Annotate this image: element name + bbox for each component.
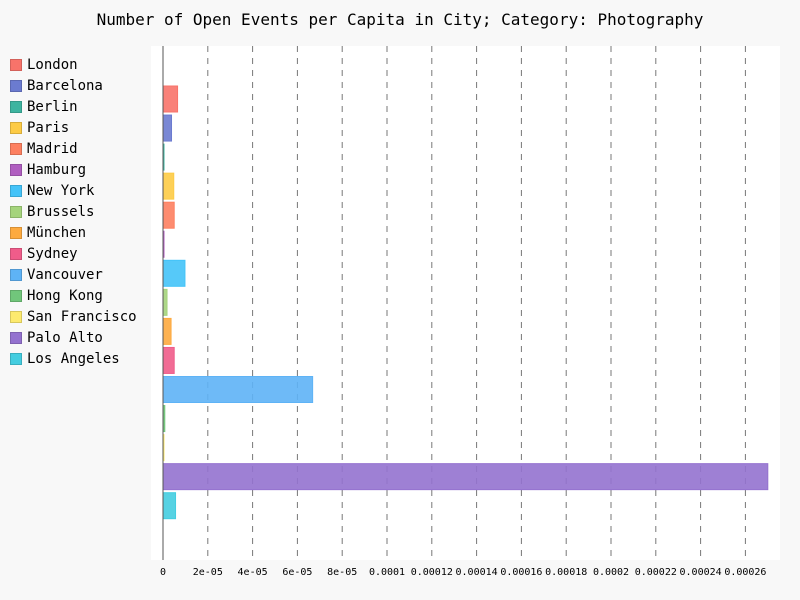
legend-item[interactable]: Brussels — [10, 201, 148, 222]
chart-title: Number of Open Events per Capita in City… — [96, 10, 704, 29]
bar-brussels[interactable] — [162, 288, 168, 316]
x-tick-label: 0.0001 — [369, 567, 405, 578]
x-tick-label: 0.00012 — [411, 567, 453, 578]
legend-label: München — [27, 224, 87, 241]
legend-swatch — [10, 58, 22, 71]
bar-barcelona[interactable] — [162, 114, 173, 142]
legend-item[interactable]: Hong Kong — [10, 285, 148, 306]
legend-label: Sydney — [27, 245, 78, 262]
legend-swatch — [10, 100, 22, 113]
legend-item[interactable]: Palo Alto — [10, 327, 148, 348]
legend-swatch — [10, 163, 22, 176]
legend-swatch — [10, 289, 22, 302]
legend-label: Brussels — [27, 203, 95, 220]
x-tick-label: 0.00022 — [635, 567, 677, 578]
x-tick-label: 0.00014 — [456, 567, 498, 578]
legend-label: Palo Alto — [27, 329, 103, 346]
x-tick-label: 4e-05 — [238, 567, 268, 578]
bar-sydney[interactable] — [162, 346, 175, 374]
legend-label: Barcelona — [27, 77, 103, 94]
legend-item[interactable]: Hamburg — [10, 159, 148, 180]
legend-item[interactable]: Sydney — [10, 243, 148, 264]
legend-swatch — [10, 142, 22, 155]
legend: London Barcelona Berlin Paris Madrid Hamburg N… — [10, 54, 148, 369]
legend-swatch — [10, 310, 22, 323]
legend-label: London — [27, 56, 78, 73]
x-tick-label: 8e-05 — [327, 567, 357, 578]
bar-paris[interactable] — [162, 172, 175, 200]
x-tick-label: 0 — [160, 567, 166, 578]
bar-madrid[interactable] — [162, 201, 175, 229]
legend-swatch — [10, 247, 22, 260]
bar-palo-alto[interactable] — [162, 463, 769, 491]
bar-new-york[interactable] — [162, 259, 186, 287]
legend-label: Vancouver — [27, 266, 103, 283]
bar-münchen[interactable] — [162, 317, 172, 345]
legend-swatch — [10, 268, 22, 281]
legend-item[interactable]: Madrid — [10, 138, 148, 159]
legend-item[interactable]: London — [10, 54, 148, 75]
legend-swatch — [10, 352, 22, 365]
legend-label: New York — [27, 182, 95, 199]
legend-label: Paris — [27, 119, 70, 136]
bar-los-angeles[interactable] — [162, 492, 177, 520]
x-tick-label: 0.0002 — [593, 567, 629, 578]
legend-label: San Francisco — [27, 308, 137, 325]
x-tick-label: 0.00018 — [545, 567, 587, 578]
legend-item[interactable]: Paris — [10, 117, 148, 138]
legend-item[interactable]: München — [10, 222, 148, 243]
legend-label: Hong Kong — [27, 287, 103, 304]
legend-item[interactable]: San Francisco — [10, 306, 148, 327]
x-tick-label: 0.00016 — [500, 567, 542, 578]
x-tick-label: 2e-05 — [193, 567, 223, 578]
x-tick-label: 0.00024 — [680, 567, 722, 578]
bar-london[interactable] — [162, 85, 179, 113]
bar-vancouver[interactable] — [162, 376, 314, 403]
legend-swatch — [10, 226, 22, 239]
x-tick-label: 6e-05 — [282, 567, 312, 578]
legend-label: Hamburg — [27, 161, 87, 178]
legend-label: Berlin — [27, 98, 78, 115]
x-tick-label: 0.00026 — [724, 567, 766, 578]
legend-swatch — [10, 79, 22, 92]
legend-swatch — [10, 121, 22, 134]
legend-swatch — [10, 331, 22, 344]
legend-item[interactable]: Berlin — [10, 96, 148, 117]
legend-label: Madrid — [27, 140, 78, 157]
legend-item[interactable]: Barcelona — [10, 75, 148, 96]
legend-item[interactable]: Vancouver — [10, 264, 148, 285]
legend-item[interactable]: New York — [10, 180, 148, 201]
legend-swatch — [10, 205, 22, 218]
legend-item[interactable]: Los Angeles — [10, 348, 148, 369]
legend-swatch — [10, 184, 22, 197]
legend-label: Los Angeles — [27, 350, 120, 367]
